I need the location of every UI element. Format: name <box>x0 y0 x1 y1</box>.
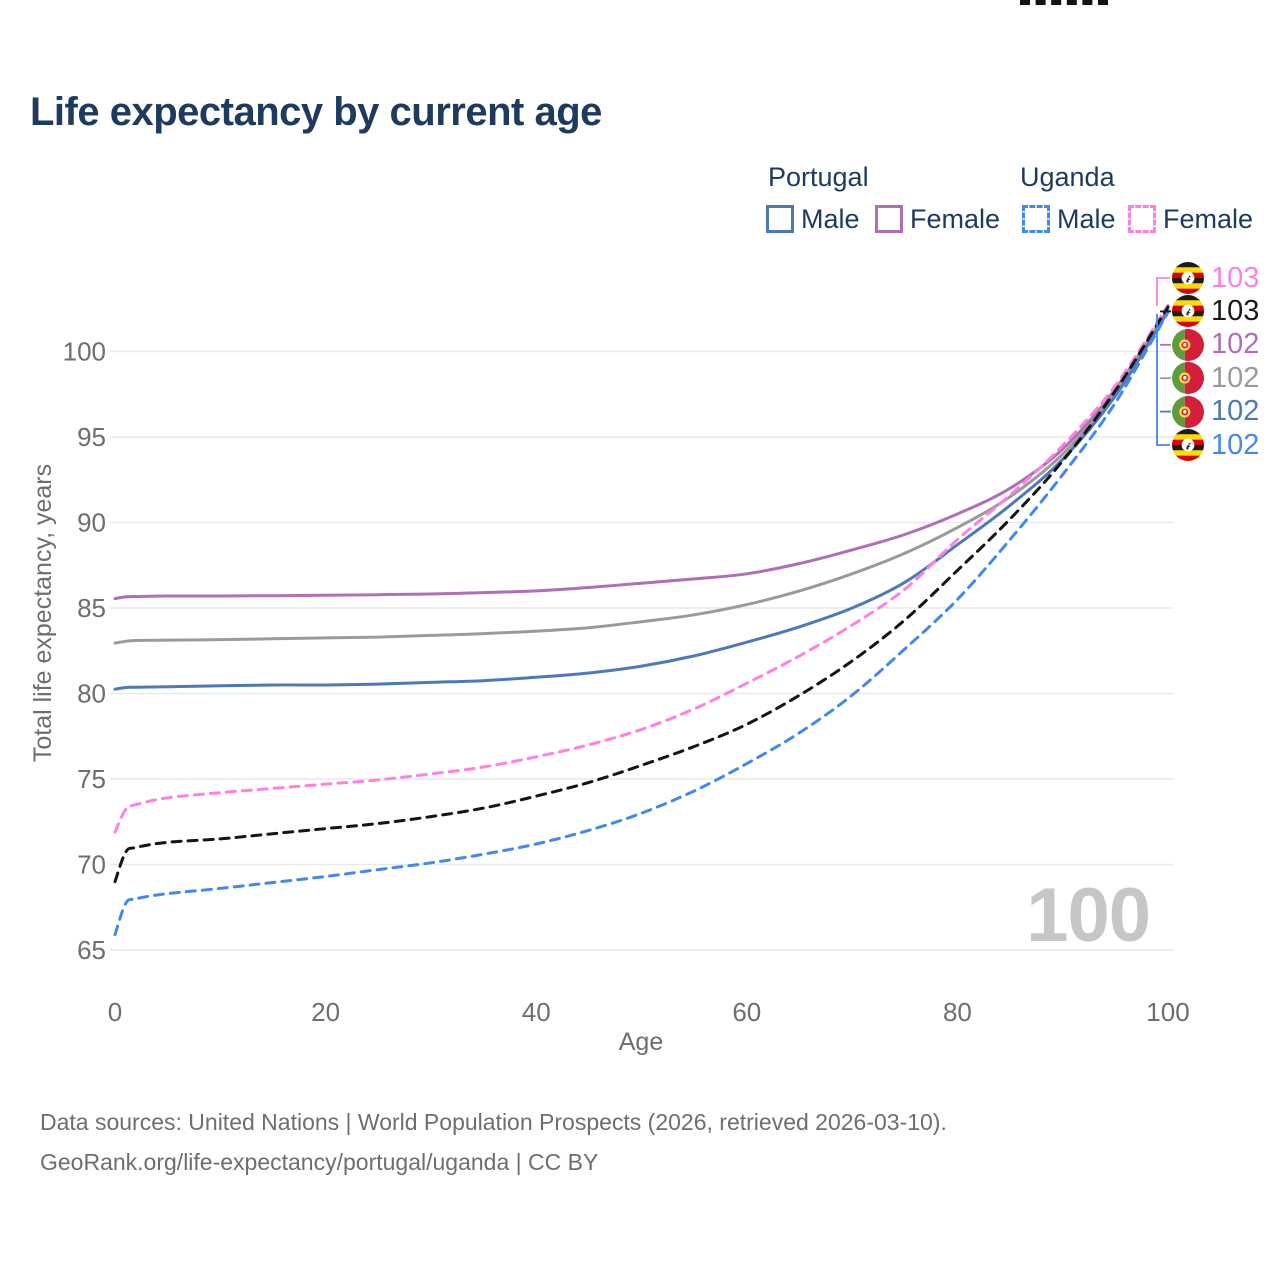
legend-item-label[interactable]: Male <box>801 203 860 234</box>
series-line-uganda-male[interactable] <box>113 310 1170 937</box>
uganda-flag-icon <box>1172 295 1204 328</box>
end-value: 102 <box>1211 395 1260 428</box>
series-line-uganda-female[interactable] <box>113 303 1170 834</box>
y-tick-label: 70 <box>77 850 106 880</box>
y-tick-label: 75 <box>77 764 106 794</box>
portugal-male-swatch-icon[interactable] <box>766 205 794 233</box>
y-tick-label: 65 <box>77 935 106 965</box>
page-title: Life expectancy by current age <box>30 90 602 134</box>
attribution-note: GeoRank.org/life-expectancy/portugal/uga… <box>40 1149 599 1175</box>
legend-group-portugal-title: Portugal <box>768 162 869 192</box>
end-value: 102 <box>1211 361 1260 394</box>
legend-item-label[interactable]: Female <box>1163 203 1254 234</box>
end-value: 103 <box>1211 294 1260 327</box>
series-line-portugal-male[interactable] <box>113 309 1170 691</box>
uganda-dashed-line-sample <box>1020 0 1108 5</box>
end-label-portugal-both: 102 <box>1172 361 1260 395</box>
portugal-flag-icon <box>1172 328 1204 361</box>
end-label-connector <box>1156 277 1170 306</box>
legend-item-uganda-male[interactable]: Male <box>1022 203 1116 234</box>
end-label-uganda-female: 103 <box>1172 262 1259 294</box>
y-tick-label: 85 <box>77 593 106 623</box>
portugal-flag-icon <box>1172 362 1204 395</box>
series-line-portugal-female[interactable] <box>113 308 1170 601</box>
series-line-portugal-both-sexes[interactable] <box>113 309 1170 645</box>
end-value: 102 <box>1211 328 1260 361</box>
series-line-uganda-both-sexes[interactable] <box>113 305 1170 884</box>
legend-item-portugal-female[interactable]: Female <box>875 203 1001 234</box>
portugal-flag-icon <box>1172 395 1204 428</box>
uganda-male-swatch-icon[interactable] <box>1022 205 1050 233</box>
uganda-flag-icon <box>1172 429 1204 461</box>
y-axis-title: Total life expectancy, years <box>29 463 57 763</box>
uganda-flag-icon <box>1172 262 1204 294</box>
x-tick-label: 100 <box>1146 997 1189 1027</box>
legend-item-portugal-male[interactable]: Male <box>766 203 860 234</box>
legend-item-label[interactable]: Female <box>910 203 1001 234</box>
legend-item-uganda-female[interactable]: Female <box>1128 203 1254 234</box>
legend-item-label[interactable]: Male <box>1057 203 1116 234</box>
legend-group-uganda-title: Uganda <box>1020 162 1115 192</box>
x-axis-title: Age <box>618 1028 664 1056</box>
y-tick-label: 95 <box>77 422 106 452</box>
x-tick-label: 40 <box>522 997 551 1027</box>
y-tick-label: 80 <box>77 679 106 709</box>
data-sources-note: Data sources: United Nations | World Pop… <box>40 1109 947 1135</box>
y-tick-label: 100 <box>63 337 106 367</box>
y-tick-label: 90 <box>77 508 106 538</box>
end-label-portugal-male: 102 <box>1172 395 1260 428</box>
end-label-connector <box>1156 314 1170 446</box>
end-value: 102 <box>1211 428 1260 461</box>
end-label-uganda-male: 102 <box>1172 429 1259 461</box>
end-label-portugal-female: 102 <box>1172 328 1260 361</box>
x-tick-label: 0 <box>108 997 122 1027</box>
x-tick-label: 20 <box>311 997 340 1027</box>
x-tick-label: 80 <box>943 997 972 1027</box>
portugal-female-swatch-icon[interactable] <box>875 205 903 233</box>
end-value: 103 <box>1211 261 1260 294</box>
x-tick-label: 60 <box>732 997 761 1027</box>
age-counter-watermark: 100 <box>1026 873 1151 958</box>
end-label-uganda-both: 103 <box>1172 294 1260 328</box>
uganda-female-swatch-icon[interactable] <box>1128 205 1156 233</box>
